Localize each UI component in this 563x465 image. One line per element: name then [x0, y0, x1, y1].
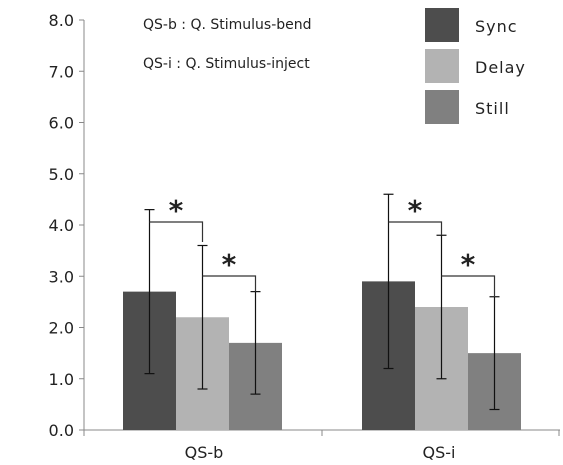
significance-star: *	[222, 248, 237, 281]
y-tick-label: 0.0	[49, 421, 74, 440]
legend-label-sync: Sync	[475, 17, 518, 36]
legend-label-still: Still	[475, 99, 510, 118]
annotation-note: QS-i : Q. Stimulus-inject	[143, 56, 310, 72]
significance-bracket	[202, 275, 257, 292]
legend: Sync Delay Still	[425, 8, 526, 124]
y-tick-label: 2.0	[49, 319, 74, 338]
annotation-note: QS-b : Q. Stimulus-bend	[143, 17, 312, 33]
bars	[123, 281, 521, 430]
annotations: QS-b : Q. Stimulus-bend QS-i : Q. Stimulu…	[143, 17, 312, 72]
error-bars	[144, 193, 500, 411]
x-category-label: QS-b	[185, 443, 224, 462]
significance-bracket	[388, 221, 443, 236]
y-axis: 0.0 1.0 2.0 3.0 4.0 5.0 6.0 7.0 8.0	[49, 11, 85, 440]
legend-label-delay: Delay	[475, 58, 526, 77]
significance-star: *	[461, 248, 476, 281]
x-axis: QS-b QS-i	[83, 429, 560, 462]
y-tick-label: 7.0	[49, 62, 74, 81]
y-tick-label: 5.0	[49, 165, 74, 184]
significance-brackets: * * * *	[149, 194, 496, 296]
y-tick-label: 1.0	[49, 370, 74, 389]
y-tick-label: 4.0	[49, 216, 74, 235]
y-tick-label: 6.0	[49, 114, 74, 133]
legend-swatch-delay	[425, 49, 459, 83]
y-tick-label: 8.0	[49, 11, 74, 30]
significance-bracket	[441, 275, 496, 296]
legend-swatch-sync	[425, 8, 459, 42]
significance-star: *	[408, 194, 423, 227]
legend-swatch-still	[425, 90, 459, 124]
significance-star: *	[169, 194, 184, 227]
x-category-label: QS-i	[423, 443, 456, 462]
significance-bracket	[149, 221, 204, 242]
y-tick-label: 3.0	[49, 267, 74, 286]
